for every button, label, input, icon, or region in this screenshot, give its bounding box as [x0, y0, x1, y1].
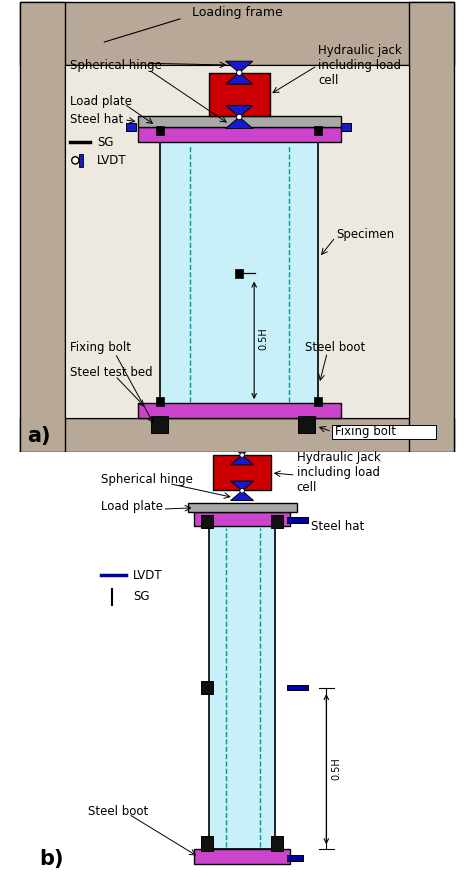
Bar — [127, 123, 137, 131]
Bar — [188, 503, 297, 512]
Bar — [194, 849, 290, 864]
Bar — [209, 73, 270, 116]
Text: SG: SG — [97, 136, 113, 149]
Polygon shape — [231, 491, 254, 501]
Polygon shape — [231, 455, 254, 465]
Text: 0.5H: 0.5H — [331, 757, 341, 780]
Polygon shape — [231, 481, 254, 491]
Bar — [271, 836, 283, 851]
Bar — [235, 268, 243, 278]
Polygon shape — [226, 61, 253, 73]
Bar — [298, 417, 315, 432]
Text: Load plate: Load plate — [70, 95, 132, 108]
Text: b): b) — [39, 849, 64, 869]
Text: Specimen: Specimen — [337, 228, 394, 241]
Text: Hydraulic Jack
including load
cell: Hydraulic Jack including load cell — [297, 452, 380, 495]
Bar — [155, 396, 164, 407]
Text: Steel test bed: Steel test bed — [70, 366, 153, 379]
Text: Steel hat: Steel hat — [311, 519, 365, 532]
Bar — [194, 512, 290, 526]
Bar — [287, 517, 309, 523]
Bar — [20, 417, 454, 452]
Bar — [213, 455, 271, 490]
Text: LVDT: LVDT — [97, 153, 127, 167]
Bar — [201, 681, 213, 694]
Text: Fixing bolt: Fixing bolt — [336, 425, 396, 438]
Bar — [314, 125, 322, 135]
Text: Loading frame: Loading frame — [191, 6, 283, 19]
Text: Spherical hinge: Spherical hinge — [101, 473, 193, 486]
Bar — [271, 515, 283, 528]
Bar — [151, 417, 168, 432]
Bar — [20, 3, 454, 66]
Bar — [409, 3, 454, 452]
Polygon shape — [226, 117, 253, 129]
Bar — [137, 127, 341, 142]
Bar — [287, 685, 309, 690]
Polygon shape — [226, 73, 253, 84]
Text: Steel boot: Steel boot — [88, 804, 148, 817]
Circle shape — [72, 157, 79, 164]
Bar — [137, 403, 341, 417]
Bar — [210, 526, 275, 849]
Text: Steel hat: Steel hat — [70, 113, 123, 126]
Text: Hydraulic jack
including load
cell: Hydraulic jack including load cell — [319, 44, 402, 87]
Text: SG: SG — [133, 589, 149, 602]
Text: Steel boot: Steel boot — [305, 341, 365, 354]
Circle shape — [240, 488, 245, 493]
Text: Spherical hinge: Spherical hinge — [70, 59, 162, 72]
Bar — [314, 396, 322, 407]
Polygon shape — [226, 105, 253, 117]
Bar — [287, 855, 303, 861]
Bar — [201, 515, 213, 528]
Circle shape — [240, 453, 245, 457]
Text: 0.5H: 0.5H — [259, 327, 269, 350]
Text: LVDT: LVDT — [133, 568, 163, 581]
Bar — [332, 424, 436, 439]
Bar — [65, 66, 409, 417]
Bar — [20, 3, 65, 452]
Bar — [341, 123, 351, 131]
Polygon shape — [231, 446, 254, 455]
Bar — [137, 116, 341, 127]
Bar — [79, 154, 83, 168]
Circle shape — [237, 114, 242, 119]
Text: Load plate: Load plate — [101, 501, 163, 513]
Circle shape — [237, 70, 242, 75]
Bar — [155, 125, 164, 135]
Bar — [160, 142, 319, 404]
Bar — [201, 836, 213, 851]
Text: Fixing bolt: Fixing bolt — [70, 341, 131, 354]
Text: a): a) — [27, 426, 50, 446]
